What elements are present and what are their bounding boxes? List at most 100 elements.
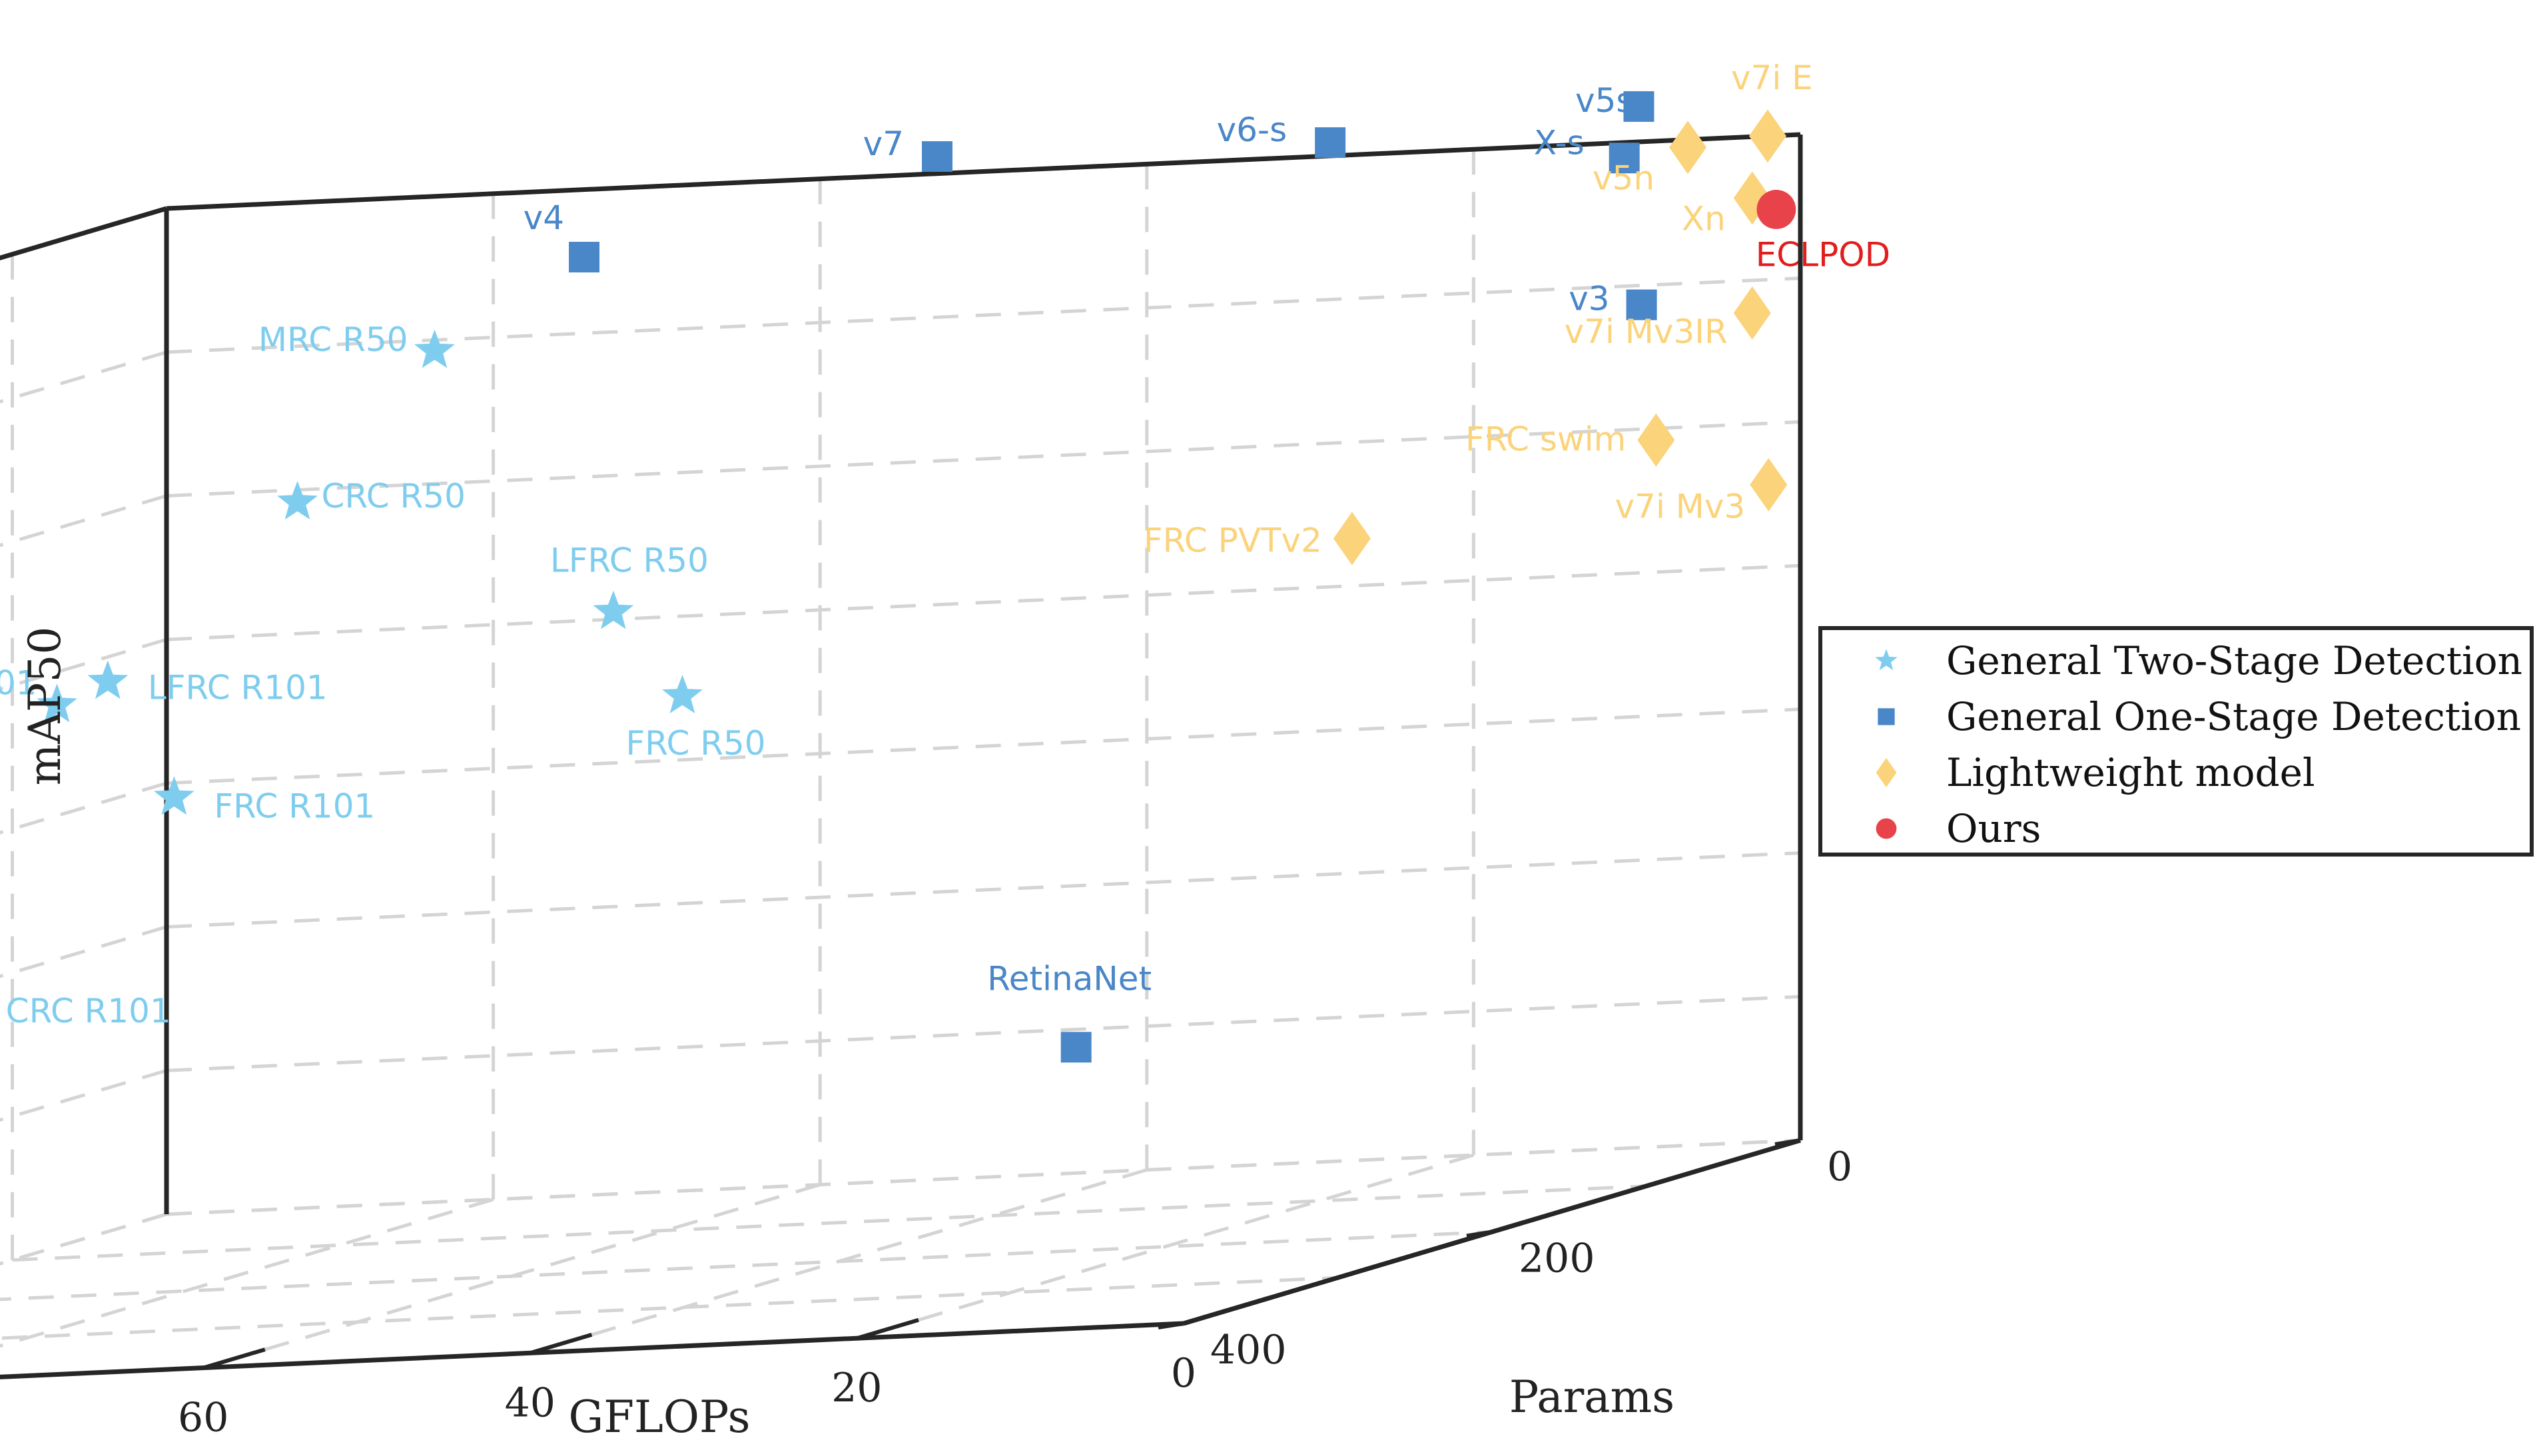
point-labels: MRC R50 CRC R50 LFRC R50 LFRC R101 MRC R101 F…	[0, 59, 1890, 1030]
data-point	[1750, 458, 1788, 512]
grid-line	[166, 994, 1801, 1072]
grid-line	[0, 1198, 494, 1348]
grid-line	[0, 1068, 167, 1122]
grid-line	[0, 1230, 1493, 1301]
point-label: v5s	[1575, 81, 1633, 120]
axis-edge	[0, 1321, 1184, 1379]
z-axis-title: mAP50	[19, 627, 71, 786]
legend-label: General Two-Stage Detection	[1946, 638, 2522, 683]
point-label: v7i Mv3IR	[1565, 312, 1728, 351]
x-tick-label: 20	[831, 1365, 882, 1411]
legend-marker	[1876, 818, 1897, 839]
grid-line	[0, 1212, 167, 1266]
data-point	[1733, 286, 1771, 340]
point-label: FRC R101	[214, 787, 375, 825]
legend-marker	[1875, 649, 1898, 671]
legend-label: Lightweight model	[1946, 750, 2315, 795]
x-tick-label: 60	[178, 1395, 228, 1441]
data-point	[1333, 512, 1371, 565]
y-tick-mark	[1158, 1321, 1184, 1329]
grid-line	[166, 707, 1801, 785]
data-point	[1315, 127, 1346, 159]
grid-line	[166, 420, 1801, 498]
grid-line	[166, 1138, 1801, 1216]
legend-box	[1818, 626, 2534, 857]
grid-line	[0, 350, 167, 404]
axis-edge	[0, 206, 167, 260]
point-label: v7	[863, 125, 904, 163]
x-tick-mark	[529, 1333, 593, 1355]
grid-line	[0, 206, 167, 260]
point-label: v3	[1569, 280, 1609, 318]
data-point	[593, 590, 634, 629]
grid-line	[0, 494, 167, 547]
grid-line	[0, 1275, 1338, 1340]
point-label: Xn	[1682, 199, 1726, 238]
point-label: v7i Mv3	[1615, 488, 1746, 526]
data-point	[1756, 190, 1796, 229]
data-point	[1609, 143, 1640, 174]
point-label: CRC R50	[322, 477, 466, 516]
point-label: CRC R101	[6, 992, 171, 1030]
y-axis-title: Params	[1509, 1371, 1674, 1423]
data-point	[662, 675, 703, 713]
point-label: LFRC R101	[148, 669, 328, 707]
point-label: v7i E	[1731, 59, 1813, 97]
point-label: v5n	[1593, 159, 1654, 197]
data-point	[1060, 1032, 1092, 1063]
point-label: X-s	[1534, 123, 1585, 162]
grid-line	[0, 925, 167, 978]
y-tick-label: 0	[1827, 1144, 1852, 1190]
point-label: LFRC R50	[550, 542, 709, 580]
x-tick-mark	[202, 1347, 266, 1370]
x-tick-mark	[856, 1317, 919, 1341]
y-tick-label: 400	[1210, 1327, 1287, 1373]
point-label: MRC R50	[258, 320, 408, 359]
data-point	[87, 660, 129, 699]
point-label: v4	[524, 198, 564, 237]
x-tick-label: 40	[505, 1379, 555, 1426]
grid-line	[856, 1153, 1475, 1340]
point-label: ECLPOD	[1756, 235, 1890, 274]
data-point	[1623, 91, 1654, 122]
point-label: FRC PVTv2	[1144, 521, 1322, 559]
grid-line	[166, 851, 1801, 929]
grid-line	[0, 637, 167, 691]
data-point	[37, 683, 77, 723]
x-axis-title: GFLOPs	[569, 1391, 751, 1443]
data-points	[37, 91, 1796, 1063]
axis-ticks: 55606570758085901008060402000200400	[178, 1138, 1852, 1441]
grid-line	[12, 1184, 1646, 1262]
legend-marker	[1876, 758, 1897, 787]
legend-label: General One-Stage Detection	[1946, 694, 2521, 739]
legend-items: General Two-Stage Detection General One-S…	[1875, 638, 2522, 851]
x-tick-mark	[1183, 1303, 1246, 1325]
data-point	[922, 141, 953, 172]
axis-edge	[166, 132, 1801, 211]
point-label: v6-s	[1217, 111, 1287, 149]
data-point	[1637, 413, 1675, 467]
data-point	[1748, 109, 1786, 163]
point-label: MRC R101	[0, 663, 37, 702]
y-tick-mark	[1466, 1230, 1493, 1238]
point-label: FRC R50	[625, 724, 765, 763]
grid-line	[166, 276, 1801, 354]
y-tick-label: 200	[1519, 1236, 1595, 1282]
data-point	[1669, 121, 1707, 175]
point-label: RetinaNet	[987, 959, 1152, 998]
point-label: FRC swim	[1465, 420, 1626, 459]
grid-lines	[0, 133, 1802, 1379]
data-point	[1626, 289, 1657, 320]
data-point	[569, 242, 600, 273]
legend: General Two-Stage Detection General One-S…	[1818, 626, 2534, 857]
data-point	[414, 329, 455, 368]
legend-label: Ours	[1946, 806, 2041, 851]
grid-line	[166, 563, 1801, 641]
x-tick-label: 0	[1171, 1350, 1196, 1397]
legend-marker	[1878, 708, 1895, 725]
grid-line	[0, 781, 167, 835]
data-point	[153, 776, 194, 815]
data-point	[277, 481, 318, 520]
y-tick-mark	[1774, 1138, 1801, 1146]
